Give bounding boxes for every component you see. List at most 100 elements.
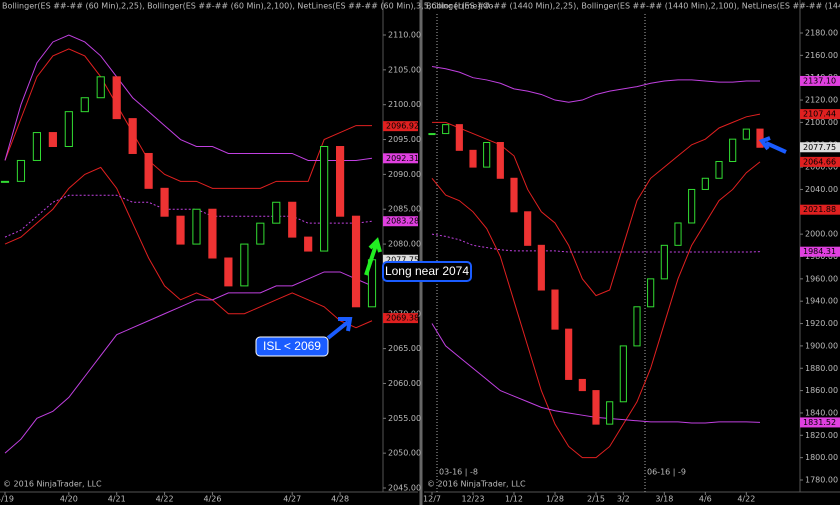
candle	[469, 149, 477, 168]
price-tag	[383, 254, 418, 265]
x-tick-label: 2/15	[587, 495, 605, 504]
price-tag-label: 2092.31	[386, 154, 419, 163]
candle	[647, 278, 655, 308]
y-tick-label: 2120.00	[805, 96, 838, 105]
annotation: ISL < 2069	[263, 339, 321, 353]
price-tag	[383, 121, 418, 132]
price-tag-label: 2021.88	[803, 205, 836, 214]
candle	[688, 188, 696, 224]
y-tick-label: 1880.00	[805, 364, 838, 373]
candle	[0, 180, 10, 183]
candle	[701, 177, 709, 190]
candle	[192, 208, 201, 245]
y-tick-label: 1800.00	[805, 453, 838, 462]
candle	[442, 124, 450, 135]
price-tag-label: 1831.52	[803, 418, 836, 427]
candle	[619, 345, 627, 403]
arrow	[758, 136, 787, 154]
candle	[208, 208, 217, 259]
x-tick-label: 4/20	[60, 495, 78, 504]
x-tick-label: 4/27	[283, 495, 301, 504]
candle	[660, 244, 668, 280]
candle	[272, 201, 281, 224]
x-tick-label: 4/26	[203, 495, 221, 504]
x-tick-label: 4/22	[737, 495, 755, 504]
candle	[48, 132, 57, 148]
band-line	[4, 166, 373, 329]
price-tag	[800, 109, 840, 120]
chart-title: Bollinger(ES ##-## (1440 Min),2,25), Bol…	[426, 2, 840, 11]
band-line	[4, 271, 373, 454]
price-tag	[800, 142, 840, 153]
x-tick-label: 4/22	[156, 495, 174, 504]
candle	[483, 142, 491, 168]
rollover-label: 03-16 | -8	[439, 468, 478, 477]
candle	[578, 378, 586, 392]
y-tick-label: 2000.00	[805, 230, 838, 239]
price-tag	[800, 75, 840, 86]
candle	[160, 187, 169, 217]
y-tick-label: 2060.00	[805, 163, 838, 172]
y-tick-label: 2100.00	[805, 118, 838, 127]
x-tick-label: 12/23	[461, 495, 484, 504]
annotation-box	[255, 336, 329, 357]
price-tag	[800, 246, 840, 257]
y-tick-label: 2040.00	[805, 185, 838, 194]
y-tick-label: 2060.00	[388, 379, 421, 388]
price-tag-label: 2064.66	[803, 157, 836, 166]
price-tag	[383, 313, 418, 324]
copyright: © 2016 NinjaTrader, LLC	[3, 480, 102, 489]
price-tag-label: 2077.75	[386, 255, 419, 264]
rollover-label: 06-16 | -9	[647, 468, 686, 477]
candle	[510, 177, 518, 213]
y-tick-label: 2100.00	[388, 100, 421, 109]
candle	[455, 124, 463, 151]
candle	[537, 244, 545, 291]
price-tag-label: 2069.38	[386, 314, 419, 323]
candle	[715, 161, 723, 179]
y-tick-label: 1780.00	[805, 476, 838, 485]
candle	[592, 390, 600, 425]
y-tick-label: 2180.00	[805, 29, 838, 38]
x-tick-label: 4/6	[699, 495, 712, 504]
band-line	[431, 66, 761, 103]
candle	[320, 146, 329, 252]
price-tag	[800, 156, 840, 167]
band-line	[431, 161, 761, 459]
y-tick-label: 2110.00	[388, 31, 421, 40]
x-tick-label: 3/2	[617, 495, 630, 504]
y-tick-label: 2055.00	[388, 414, 421, 423]
y-tick-label: 2160.00	[805, 51, 838, 60]
y-tick-label: 1920.00	[805, 319, 838, 328]
y-tick-label: 2095.00	[388, 135, 421, 144]
y-tick-label: 1820.00	[805, 431, 838, 440]
y-tick-label: 2065.00	[388, 344, 421, 353]
annotation-box	[382, 261, 472, 282]
candle	[742, 128, 750, 140]
y-tick-label: 2045.00	[388, 484, 421, 493]
y-tick-label: 1940.00	[805, 297, 838, 306]
candle	[240, 243, 249, 287]
candle	[335, 146, 345, 217]
candle	[96, 76, 105, 99]
arrow	[326, 317, 353, 340]
y-tick-label: 2050.00	[388, 449, 421, 458]
plot-layer: 2045.002050.002055.002060.002065.002070.…	[0, 29, 840, 504]
annotation: Long near 2074	[385, 264, 469, 278]
x-tick-label: 4/19	[0, 495, 14, 504]
band-line	[431, 233, 761, 253]
candle	[756, 128, 764, 148]
price-tag	[383, 153, 418, 164]
x-tick-label: 4/21	[108, 495, 126, 504]
price-tag-label: 2096.92	[386, 122, 419, 131]
candle	[428, 133, 436, 136]
candle	[256, 222, 265, 245]
price-tag-label: 2077.75	[803, 143, 836, 152]
candle	[524, 211, 532, 246]
candle	[32, 132, 42, 161]
price-tag	[800, 417, 840, 428]
candle	[674, 222, 682, 246]
chart-title: Bollinger(ES ##-## (60 Min),2,25), Bolli…	[2, 2, 494, 11]
candle	[144, 152, 153, 189]
